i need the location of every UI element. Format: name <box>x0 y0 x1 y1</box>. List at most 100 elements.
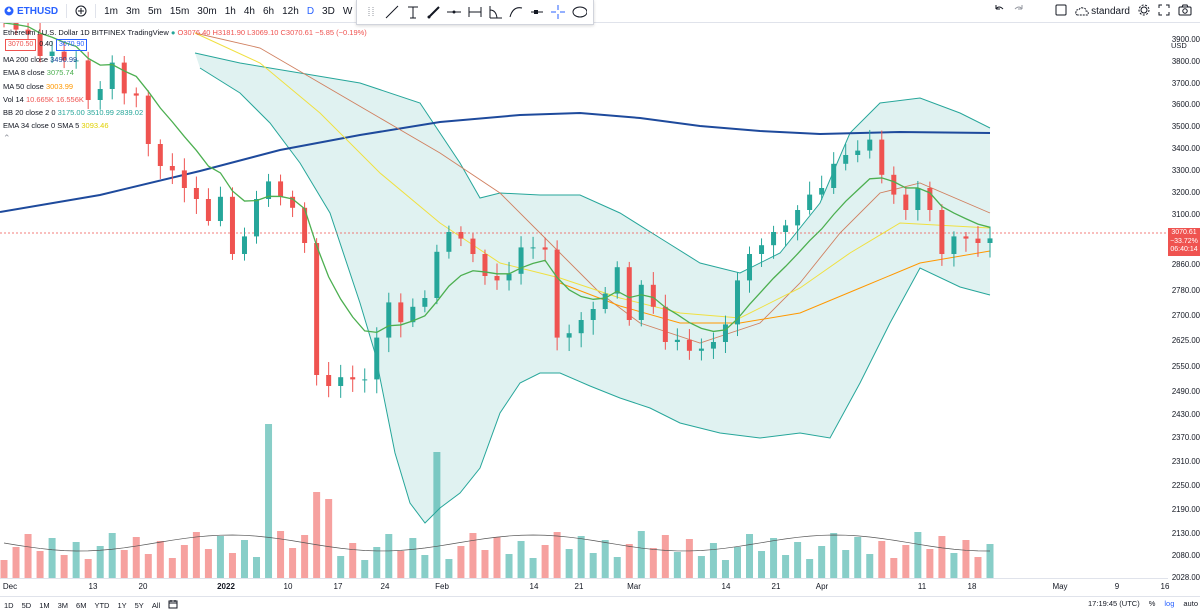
trend-line-icon <box>385 5 399 19</box>
interval-30m[interactable]: 30m <box>197 5 217 17</box>
range-5d[interactable]: 5D <box>21 600 32 610</box>
interval-6h[interactable]: 6h <box>263 5 275 17</box>
range-1d[interactable]: 1D <box>4 600 14 610</box>
extended-line-button[interactable] <box>529 4 545 20</box>
undo-button[interactable] <box>993 4 1005 19</box>
volume-bar <box>649 548 657 578</box>
interval-3m[interactable]: 3m <box>126 5 140 17</box>
fullscreen-button[interactable] <box>1158 4 1170 19</box>
indicator-label: EMA 8 close <box>3 68 47 78</box>
candle-body <box>807 194 813 210</box>
range-6m[interactable]: 6M <box>76 600 87 610</box>
candle-body <box>987 238 993 243</box>
sell-button[interactable]: 3070.50 <box>5 39 37 51</box>
legend-collapse-button[interactable]: ⌃ <box>3 133 11 144</box>
text-cursor-icon <box>407 6 418 19</box>
indicator-row[interactable]: Vol 14 10.665K 16.556K <box>3 93 367 106</box>
range-1y[interactable]: 1Y <box>117 600 127 610</box>
candle-body <box>229 196 235 254</box>
range-ytd[interactable]: YTD <box>94 600 110 610</box>
price-chart[interactable] <box>0 23 1168 578</box>
ellipse-tool-button[interactable] <box>571 4 587 20</box>
interval-15m[interactable]: 15m <box>169 5 190 17</box>
log-toggle[interactable]: log <box>1164 599 1175 608</box>
indicator-row[interactable]: MA 50 close 3003.99 <box>3 80 367 93</box>
parallel-channel-button[interactable] <box>467 4 483 20</box>
clock-label[interactable]: 17:19:45 (UTC) <box>1088 599 1140 608</box>
volume-bar <box>144 554 152 578</box>
volume-bar <box>228 553 236 578</box>
indicator-row[interactable]: EMA 34 close 0 SMA 5 3093.46 <box>3 119 367 132</box>
price-tick: 2310.00 <box>1171 457 1200 466</box>
interval-1m[interactable]: 1m <box>104 5 119 17</box>
trend-line-button[interactable] <box>384 4 400 20</box>
snapshot-button[interactable] <box>1178 4 1192 19</box>
cloud-save-button[interactable]: standard <box>1075 6 1130 17</box>
bollinger-upper-line <box>194 52 991 274</box>
buy-button[interactable]: 3070.90 <box>55 39 88 51</box>
currency-label[interactable]: USD <box>1171 41 1187 50</box>
goto-date-button[interactable] <box>164 599 182 611</box>
time-axis[interactable]: Dec 13 20 2022 10 17 24 Feb 14 21 Mar 14 21 Apr 11 18 Ma… <box>0 578 1169 591</box>
candle-body <box>542 247 548 250</box>
indicator-row[interactable]: BB 20 close 2 0 3175.00 3510.99 2839.02 <box>3 106 367 119</box>
cursor-menu-button[interactable] <box>363 4 379 20</box>
auto-toggle[interactable]: auto <box>1183 599 1198 608</box>
text-tool-button[interactable] <box>405 4 421 20</box>
crosshair-button[interactable] <box>550 4 566 20</box>
price-tick: 2130.00 <box>1171 529 1200 538</box>
volume-bar <box>36 551 44 578</box>
candle-body <box>650 284 656 307</box>
volume-bar <box>84 559 92 578</box>
brush-tool-button[interactable] <box>426 4 442 20</box>
buy-sell-panel: 3070.50 0.40 3070.90 <box>5 39 88 51</box>
range-3m[interactable]: 3M <box>57 600 69 610</box>
candle-body <box>169 166 175 171</box>
volume-bar <box>361 560 369 578</box>
candle-body <box>590 309 596 320</box>
interval-5m[interactable]: 5m <box>147 5 162 17</box>
volume-bar <box>481 550 489 578</box>
angle-tool-button[interactable] <box>488 4 504 20</box>
candle-body <box>614 267 620 294</box>
indicator-label: MA 200 close <box>3 55 51 65</box>
candle-body <box>927 188 933 210</box>
compare-add-button[interactable] <box>71 0 91 22</box>
redo-button[interactable] <box>1013 4 1025 19</box>
range-5y[interactable]: 5Y <box>134 600 144 610</box>
redo-icon <box>1014 4 1023 9</box>
price-tick: 2780.00 <box>1171 286 1200 295</box>
candle-body <box>338 377 344 386</box>
layout-button[interactable] <box>1055 4 1067 19</box>
interval-4h[interactable]: 4h <box>243 5 255 17</box>
percent-toggle[interactable]: % <box>1148 599 1156 608</box>
price-axis[interactable]: 3900.00 3800.00 3700.00 3600.00 3500.00 3400.… <box>1168 23 1200 590</box>
last-change-value: −33.72% <box>1170 237 1198 245</box>
indicator-row[interactable]: MA 200 close 3490.99 <box>3 53 367 66</box>
interval-3D[interactable]: 3D <box>322 5 335 17</box>
candle-body <box>759 245 765 254</box>
price-tick: 2700.00 <box>1171 311 1200 320</box>
candle-body <box>326 375 332 386</box>
curve-tool-button[interactable] <box>508 4 524 20</box>
volume-bar <box>301 535 309 578</box>
volume-bar <box>637 531 645 578</box>
price-tick: 2028.00 <box>1171 573 1200 582</box>
time-tick: Apr <box>815 582 829 591</box>
candle-body <box>795 210 801 226</box>
price-tick: 3500.00 <box>1171 122 1200 131</box>
volume-bar <box>673 552 681 578</box>
interval-D[interactable]: D <box>306 5 315 17</box>
volume-bar <box>553 532 561 578</box>
horizontal-line-button[interactable] <box>446 4 462 20</box>
range-all[interactable]: All <box>151 600 161 610</box>
indicator-row[interactable]: EMA 8 close 3075.74 <box>3 66 367 79</box>
range-1m[interactable]: 1M <box>39 600 50 610</box>
settings-button[interactable] <box>1138 4 1150 19</box>
interval-1h[interactable]: 1h <box>224 5 236 17</box>
symbol-search-button[interactable]: ETHUSD <box>0 0 62 22</box>
interval-W[interactable]: W <box>342 5 353 17</box>
volume-bar <box>265 424 273 578</box>
interval-12h[interactable]: 12h <box>282 5 299 17</box>
price-tick: 2080.00 <box>1171 551 1200 560</box>
